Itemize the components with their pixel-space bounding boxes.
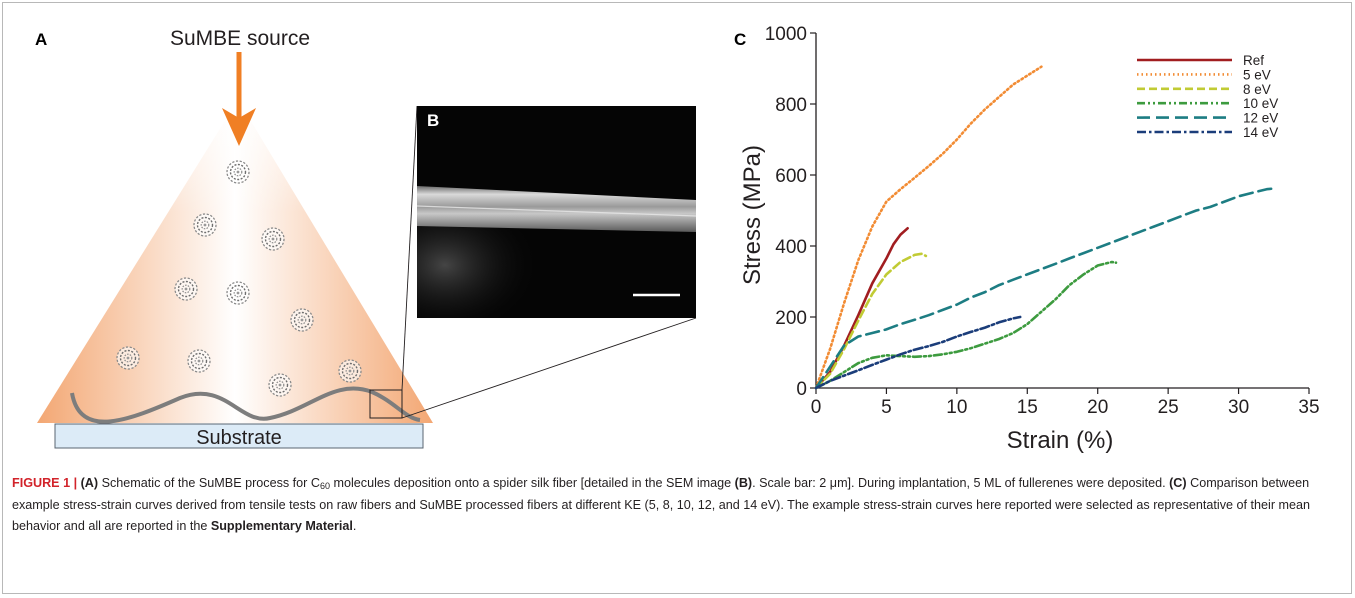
- substrate-label: Substrate: [196, 427, 282, 449]
- panel-a: A SuMBE source: [35, 27, 697, 449]
- caption-subscript: 60: [319, 481, 330, 491]
- panel-c-label: C: [734, 30, 746, 49]
- sumbe-source-label: SuMBE source: [170, 27, 310, 50]
- caption-marker-a: (A): [80, 476, 99, 490]
- chart-series: [814, 65, 1276, 390]
- series-line-8-ev: [814, 252, 928, 390]
- caption-marker-c: (C): [1169, 476, 1187, 490]
- figure-caption: FIGURE 1 | (A) Schematic of the SuMBE pr…: [12, 473, 1337, 538]
- caption-text: Comparison between example stress-strain…: [12, 476, 1311, 533]
- x-tick-label: 30: [1228, 397, 1249, 418]
- panel-c: C Stress (MPa) Strain (%) 0 5 10 15 20 25 30 35…: [734, 24, 1320, 454]
- fullerene-icon: [116, 346, 140, 370]
- sem-fiber: [417, 186, 696, 232]
- x-tick-label: 5: [881, 397, 892, 418]
- x-tick-label: 20: [1087, 397, 1108, 418]
- substrate: [54, 423, 424, 449]
- panel-b: B: [416, 106, 697, 318]
- fullerene-icon: [290, 308, 314, 332]
- zoom-line: [401, 105, 418, 391]
- zoom-line: [401, 317, 697, 419]
- caption-text: Schematic of the SuMBE process for C: [98, 476, 320, 490]
- y-tick-label: 400: [775, 237, 807, 258]
- supplementary-material-link[interactable]: Supplementary Material: [210, 519, 353, 533]
- y-tick-label: 800: [775, 95, 807, 116]
- x-axis-label: Strain (%): [1007, 427, 1114, 454]
- y-tick-label: 0: [796, 379, 807, 400]
- legend-label: 8 eV: [1243, 82, 1271, 97]
- caption-text: . Scale bar: 2 μm]. During implantation,…: [752, 476, 1170, 490]
- caption-marker-b: (B): [734, 476, 753, 490]
- caption-text: .: [352, 519, 357, 533]
- series-line-12-ev: [814, 187, 1276, 390]
- fullerene-icon: [268, 373, 292, 397]
- series-line-5-ev: [814, 65, 1043, 390]
- legend-label: 14 eV: [1243, 125, 1278, 140]
- x-tick-label: 35: [1298, 397, 1319, 418]
- source-arrow-icon: [222, 52, 256, 146]
- zoom-region: [369, 389, 403, 419]
- silk-fiber: [70, 386, 421, 424]
- legend-label: 10 eV: [1243, 96, 1278, 111]
- y-axis-label: Stress (MPa): [739, 145, 766, 285]
- chart-axes: 0 5 10 15 20 25 30 35 0 200 400 600 800 1000: [765, 24, 1320, 418]
- legend-label: 5 eV: [1243, 67, 1271, 82]
- fullerene-icon: [193, 213, 217, 237]
- fullerene-icon: [187, 349, 211, 373]
- caption-figure-label: FIGURE 1 |: [12, 476, 81, 490]
- fullerene-icon: [338, 359, 362, 383]
- series-line-10-ev: [814, 260, 1118, 390]
- series-line-14-ev: [814, 315, 1022, 390]
- x-tick-label: 0: [811, 397, 822, 418]
- fullerene-icon: [226, 160, 250, 184]
- fullerene-icon: [174, 277, 198, 301]
- legend-label: Ref: [1243, 53, 1264, 68]
- y-tick-label: 600: [775, 166, 807, 187]
- y-tick-label: 200: [775, 308, 807, 329]
- y-tick-label: 1000: [765, 24, 807, 45]
- x-tick-label: 15: [1017, 397, 1038, 418]
- x-tick-label: 10: [946, 397, 967, 418]
- legend-label: 12 eV: [1243, 111, 1278, 126]
- figure-graphics: A SuMBE source: [35, 24, 1320, 454]
- fullerene-icon: [226, 281, 250, 305]
- caption-text: molecules deposition onto a spider silk …: [330, 476, 735, 490]
- panel-b-label: B: [427, 111, 439, 130]
- x-tick-label: 25: [1158, 397, 1179, 418]
- fullerene-icon: [261, 227, 285, 251]
- panel-a-label: A: [35, 30, 47, 49]
